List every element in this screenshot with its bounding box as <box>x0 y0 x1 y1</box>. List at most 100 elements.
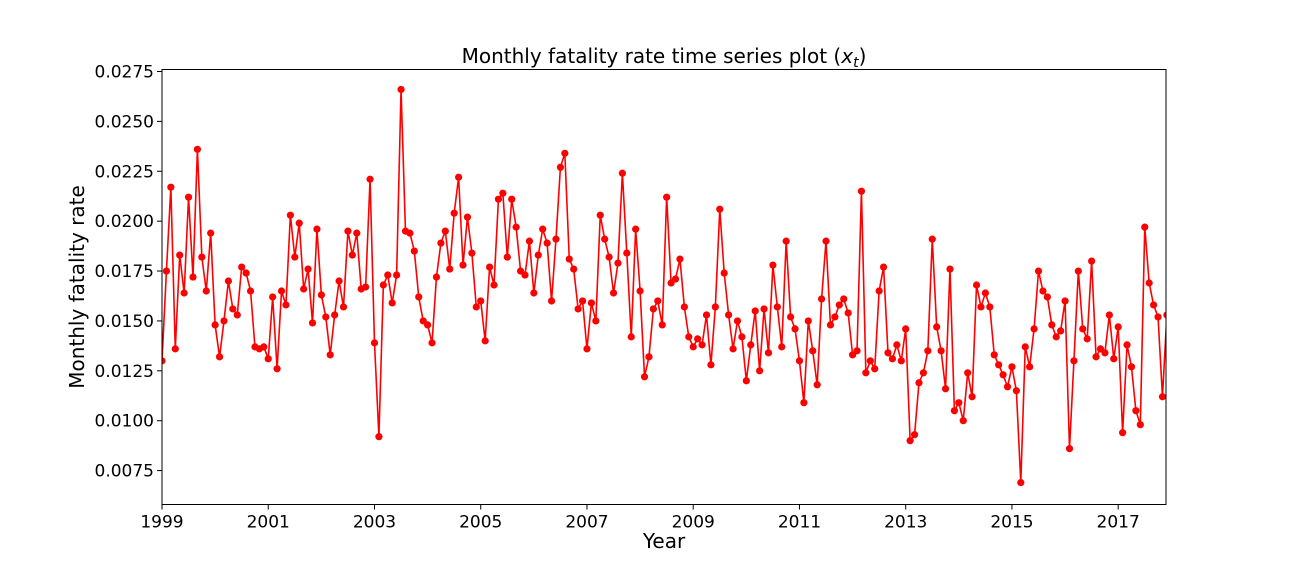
data-point <box>879 263 888 271</box>
data-point <box>193 145 202 153</box>
data-point <box>614 259 622 267</box>
data-point <box>986 303 994 311</box>
data-point <box>406 229 414 237</box>
data-point <box>1026 363 1034 371</box>
data-point <box>787 313 795 321</box>
x-axis: 1999 2001 2003 2005 2007 2009 2011 2013 2015 2017 <box>140 504 1140 533</box>
data-point <box>1127 363 1136 371</box>
data-point <box>388 299 396 307</box>
data-point <box>902 325 910 333</box>
data-point <box>587 299 596 307</box>
data-point <box>941 385 950 393</box>
data-point <box>924 347 932 355</box>
data-point <box>853 347 861 355</box>
data-point <box>800 399 808 407</box>
data-point <box>286 211 294 219</box>
data-point <box>1105 311 1113 319</box>
data-point <box>738 333 746 341</box>
data-point <box>778 343 786 351</box>
data-point <box>184 193 193 201</box>
data-point <box>490 281 498 289</box>
data-point <box>503 253 511 261</box>
data-point <box>742 377 750 385</box>
data-point <box>508 195 516 203</box>
data-point <box>525 237 534 245</box>
data-point <box>937 347 945 355</box>
data-point <box>207 229 215 237</box>
data-point <box>826 321 835 329</box>
data-point <box>472 303 480 311</box>
data-point <box>888 355 897 363</box>
data-point <box>1132 407 1140 415</box>
data-point <box>1154 313 1162 321</box>
data-point <box>1074 267 1082 275</box>
data-point <box>910 431 919 439</box>
data-point <box>605 253 613 261</box>
data-point <box>773 303 781 311</box>
data-point <box>229 305 237 313</box>
data-point <box>446 265 454 273</box>
data-point <box>552 235 560 243</box>
data-point <box>260 343 268 351</box>
data-point <box>362 283 370 291</box>
data-point <box>866 357 874 365</box>
data-point <box>893 341 901 349</box>
data-point <box>640 373 649 381</box>
data-point <box>180 289 188 297</box>
y-tick-label: 0.0275 <box>95 62 154 82</box>
data-point <box>875 287 883 295</box>
data-point <box>1092 353 1100 361</box>
data-point <box>1101 349 1109 357</box>
data-point <box>822 237 830 245</box>
x-tick-label: 2017 <box>1097 513 1140 533</box>
data-point <box>769 261 777 269</box>
data-point <box>326 351 334 359</box>
data-point <box>397 85 405 94</box>
data-point <box>379 281 387 289</box>
data-point <box>791 325 799 333</box>
data-point <box>1061 297 1069 305</box>
x-tick-label: 2001 <box>247 513 290 533</box>
data-point <box>685 333 693 341</box>
data-point <box>964 369 972 377</box>
data-point <box>1141 223 1149 231</box>
data-point <box>844 309 852 317</box>
data-point <box>955 399 963 407</box>
y-axis: 0.0075 0.0100 0.0125 0.0150 0.0175 0.0200 0.02… <box>95 62 162 482</box>
y-tick-label: 0.0075 <box>95 462 154 482</box>
y-tick-label: 0.0125 <box>95 362 154 382</box>
y-tick-label: 0.0250 <box>95 112 154 132</box>
data-point <box>570 265 578 273</box>
data-point <box>884 349 892 357</box>
data-point <box>1048 321 1056 329</box>
data-point <box>198 253 206 261</box>
data-point <box>539 225 547 233</box>
data-point <box>596 211 604 219</box>
y-tick-label: 0.0150 <box>95 312 154 332</box>
data-point <box>1043 293 1051 301</box>
plot-frame <box>161 69 1167 505</box>
data-point <box>415 293 423 301</box>
data-point <box>680 303 688 311</box>
data-point <box>512 223 520 231</box>
data-point <box>906 437 914 445</box>
data-point <box>804 317 812 325</box>
data-point <box>459 261 467 269</box>
data-point <box>871 365 879 373</box>
series-line <box>162 89 1166 483</box>
data-point <box>485 263 494 271</box>
data-point <box>238 263 246 271</box>
data-point <box>990 351 998 359</box>
data-point <box>928 235 936 243</box>
data-point <box>711 303 719 311</box>
data-point <box>995 361 1003 369</box>
data-point <box>291 253 299 261</box>
data-point <box>269 293 277 301</box>
data-point <box>835 301 843 309</box>
data-point <box>897 357 905 365</box>
data-point <box>632 225 640 233</box>
data-point <box>645 353 653 361</box>
data-point <box>1123 341 1131 349</box>
data-point <box>273 365 281 373</box>
data-point <box>760 305 768 313</box>
